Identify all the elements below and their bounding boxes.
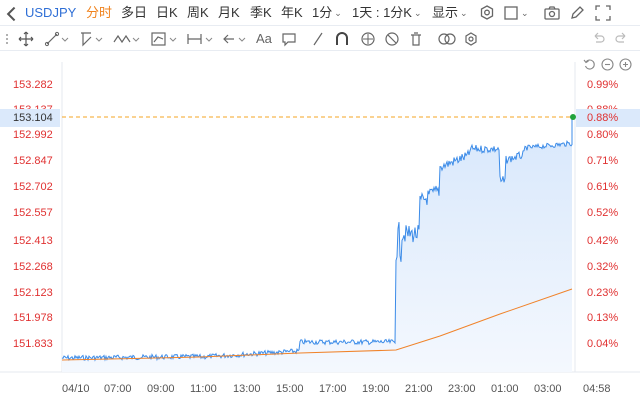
tab-week-k[interactable]: 周K [187,5,209,20]
time-axis-label: 04:58 [583,383,611,395]
price-axis-label: 152.702 [13,181,53,193]
current-percent-tag: 0.88% [576,109,640,127]
redo-icon[interactable] [614,30,630,48]
percent-axis-label: 0.99% [587,79,619,91]
settings-gear-icon[interactable] [478,4,496,22]
time-axis-label: 19:00 [362,383,390,395]
trend-line-tool-icon[interactable] [44,30,72,48]
crosshair-move-icon[interactable] [17,30,35,48]
time-axis-label: 13:00 [233,383,261,395]
time-axis-label: 07:00 [104,383,132,395]
zoom-out-icon[interactable] [601,58,614,71]
percent-axis-label: 0.32% [587,261,619,273]
price-area-fill [62,115,572,372]
time-axis-label: 23:00 [448,383,476,395]
time-axis-label: 03:00 [534,383,562,395]
price-axis-label: 152.557 [13,207,53,219]
hide-drawings-icon[interactable] [384,30,400,48]
tab-quarter-k[interactable]: 季K [250,5,272,20]
zoom-in-icon[interactable] [619,58,632,71]
percent-axis-label: 0.23% [587,287,619,299]
chart-canvas[interactable] [0,52,640,412]
tab-day-k[interactable]: 日K [156,5,178,20]
chevron-down-icon: ⌄ [460,8,468,18]
last-price-dot [570,114,576,120]
average-line [61,288,573,361]
measure-tool-icon[interactable] [186,30,216,48]
magnet-icon[interactable] [334,30,350,48]
percent-axis-label: 0.04% [587,338,619,350]
drag-handle-icon[interactable] [4,30,10,48]
time-axis-label: 09:00 [147,383,175,395]
fullscreen-icon[interactable] [594,4,612,22]
time-axis-label: 17:00 [319,383,347,395]
display-label: 显示 [432,5,459,20]
intraday-chart[interactable]: 153.282 153.137 152.992 152.847 152.702 … [0,52,640,412]
polyline-tool-icon[interactable] [78,30,106,48]
percent-axis-label: 0.71% [587,155,619,167]
wave-tool-icon[interactable] [112,30,142,48]
percent-axis-label: 0.80% [587,129,619,141]
range-select[interactable]: 1天 : 1分K ⌄ [352,0,422,26]
chevron-down-icon: ⌄ [413,8,422,18]
tab-multi-day[interactable]: 多日 [121,5,148,20]
visibility-toggle-icon[interactable] [360,30,376,48]
time-axis-label: 15:00 [276,383,304,395]
time-axis-label: 11:00 [190,383,217,395]
price-axis-label: 152.123 [13,287,53,299]
interval-label: 1分 [312,5,333,20]
back-chevron-icon[interactable] [3,5,17,22]
range-label: 1天 : 1分K [352,5,412,20]
undo-icon[interactable] [590,30,606,48]
price-axis-label: 152.992 [13,129,53,141]
symbol-label[interactable]: USDJPY [25,5,77,20]
price-axis-label: 153.282 [13,79,53,91]
percent-axis-label: 0.52% [587,207,619,219]
fibonacci-tool-icon[interactable] [150,30,180,48]
percent-axis-label: 0.61% [587,181,619,193]
reset-zoom-icon[interactable] [583,58,596,71]
price-axis-label: 151.833 [13,338,53,350]
chevron-down-icon: ⌄ [334,8,342,18]
tab-year-k[interactable]: 年K [281,5,303,20]
price-axis-label: 151.978 [13,312,53,324]
time-axis-label: 01:00 [491,383,519,395]
price-axis-label: 152.847 [13,155,53,167]
chevron-down-icon[interactable]: ⌄ [521,8,529,18]
drawing-toolbar: Aa [0,27,640,51]
tab-fenshi[interactable]: 分时 [86,5,113,20]
settings-gear-icon[interactable] [463,30,479,48]
time-axis-label: 21:00 [405,383,433,395]
comment-tool-icon[interactable] [281,30,297,48]
camera-icon[interactable] [543,4,561,22]
price-axis-label: 152.413 [13,235,53,247]
display-select[interactable]: 显示 ⌄ [432,0,468,26]
price-axis-label: 152.268 [13,261,53,273]
top-toolbar: USDJPY 分时 多日 日K 周K 月K 季K 年K 1分 ⌄ 1天 : 1分K… [0,0,640,26]
pencil-icon[interactable] [568,4,586,22]
text-tool-icon[interactable]: Aa [256,31,272,46]
time-axis-label: 04/10 [62,383,90,395]
price-line [61,115,573,362]
tab-month-k[interactable]: 月K [218,5,240,20]
color-square-icon[interactable] [503,4,521,22]
arrow-tool-icon[interactable] [221,30,249,48]
trash-icon[interactable] [409,30,423,48]
interval-select[interactable]: 1分 ⌄ [312,0,342,26]
compare-icon[interactable] [437,30,457,48]
percent-axis-label: 0.42% [587,235,619,247]
current-price-tag: 153.104 [0,109,60,127]
ruler-tool-icon[interactable] [311,30,325,48]
percent-axis-label: 0.13% [587,312,619,324]
